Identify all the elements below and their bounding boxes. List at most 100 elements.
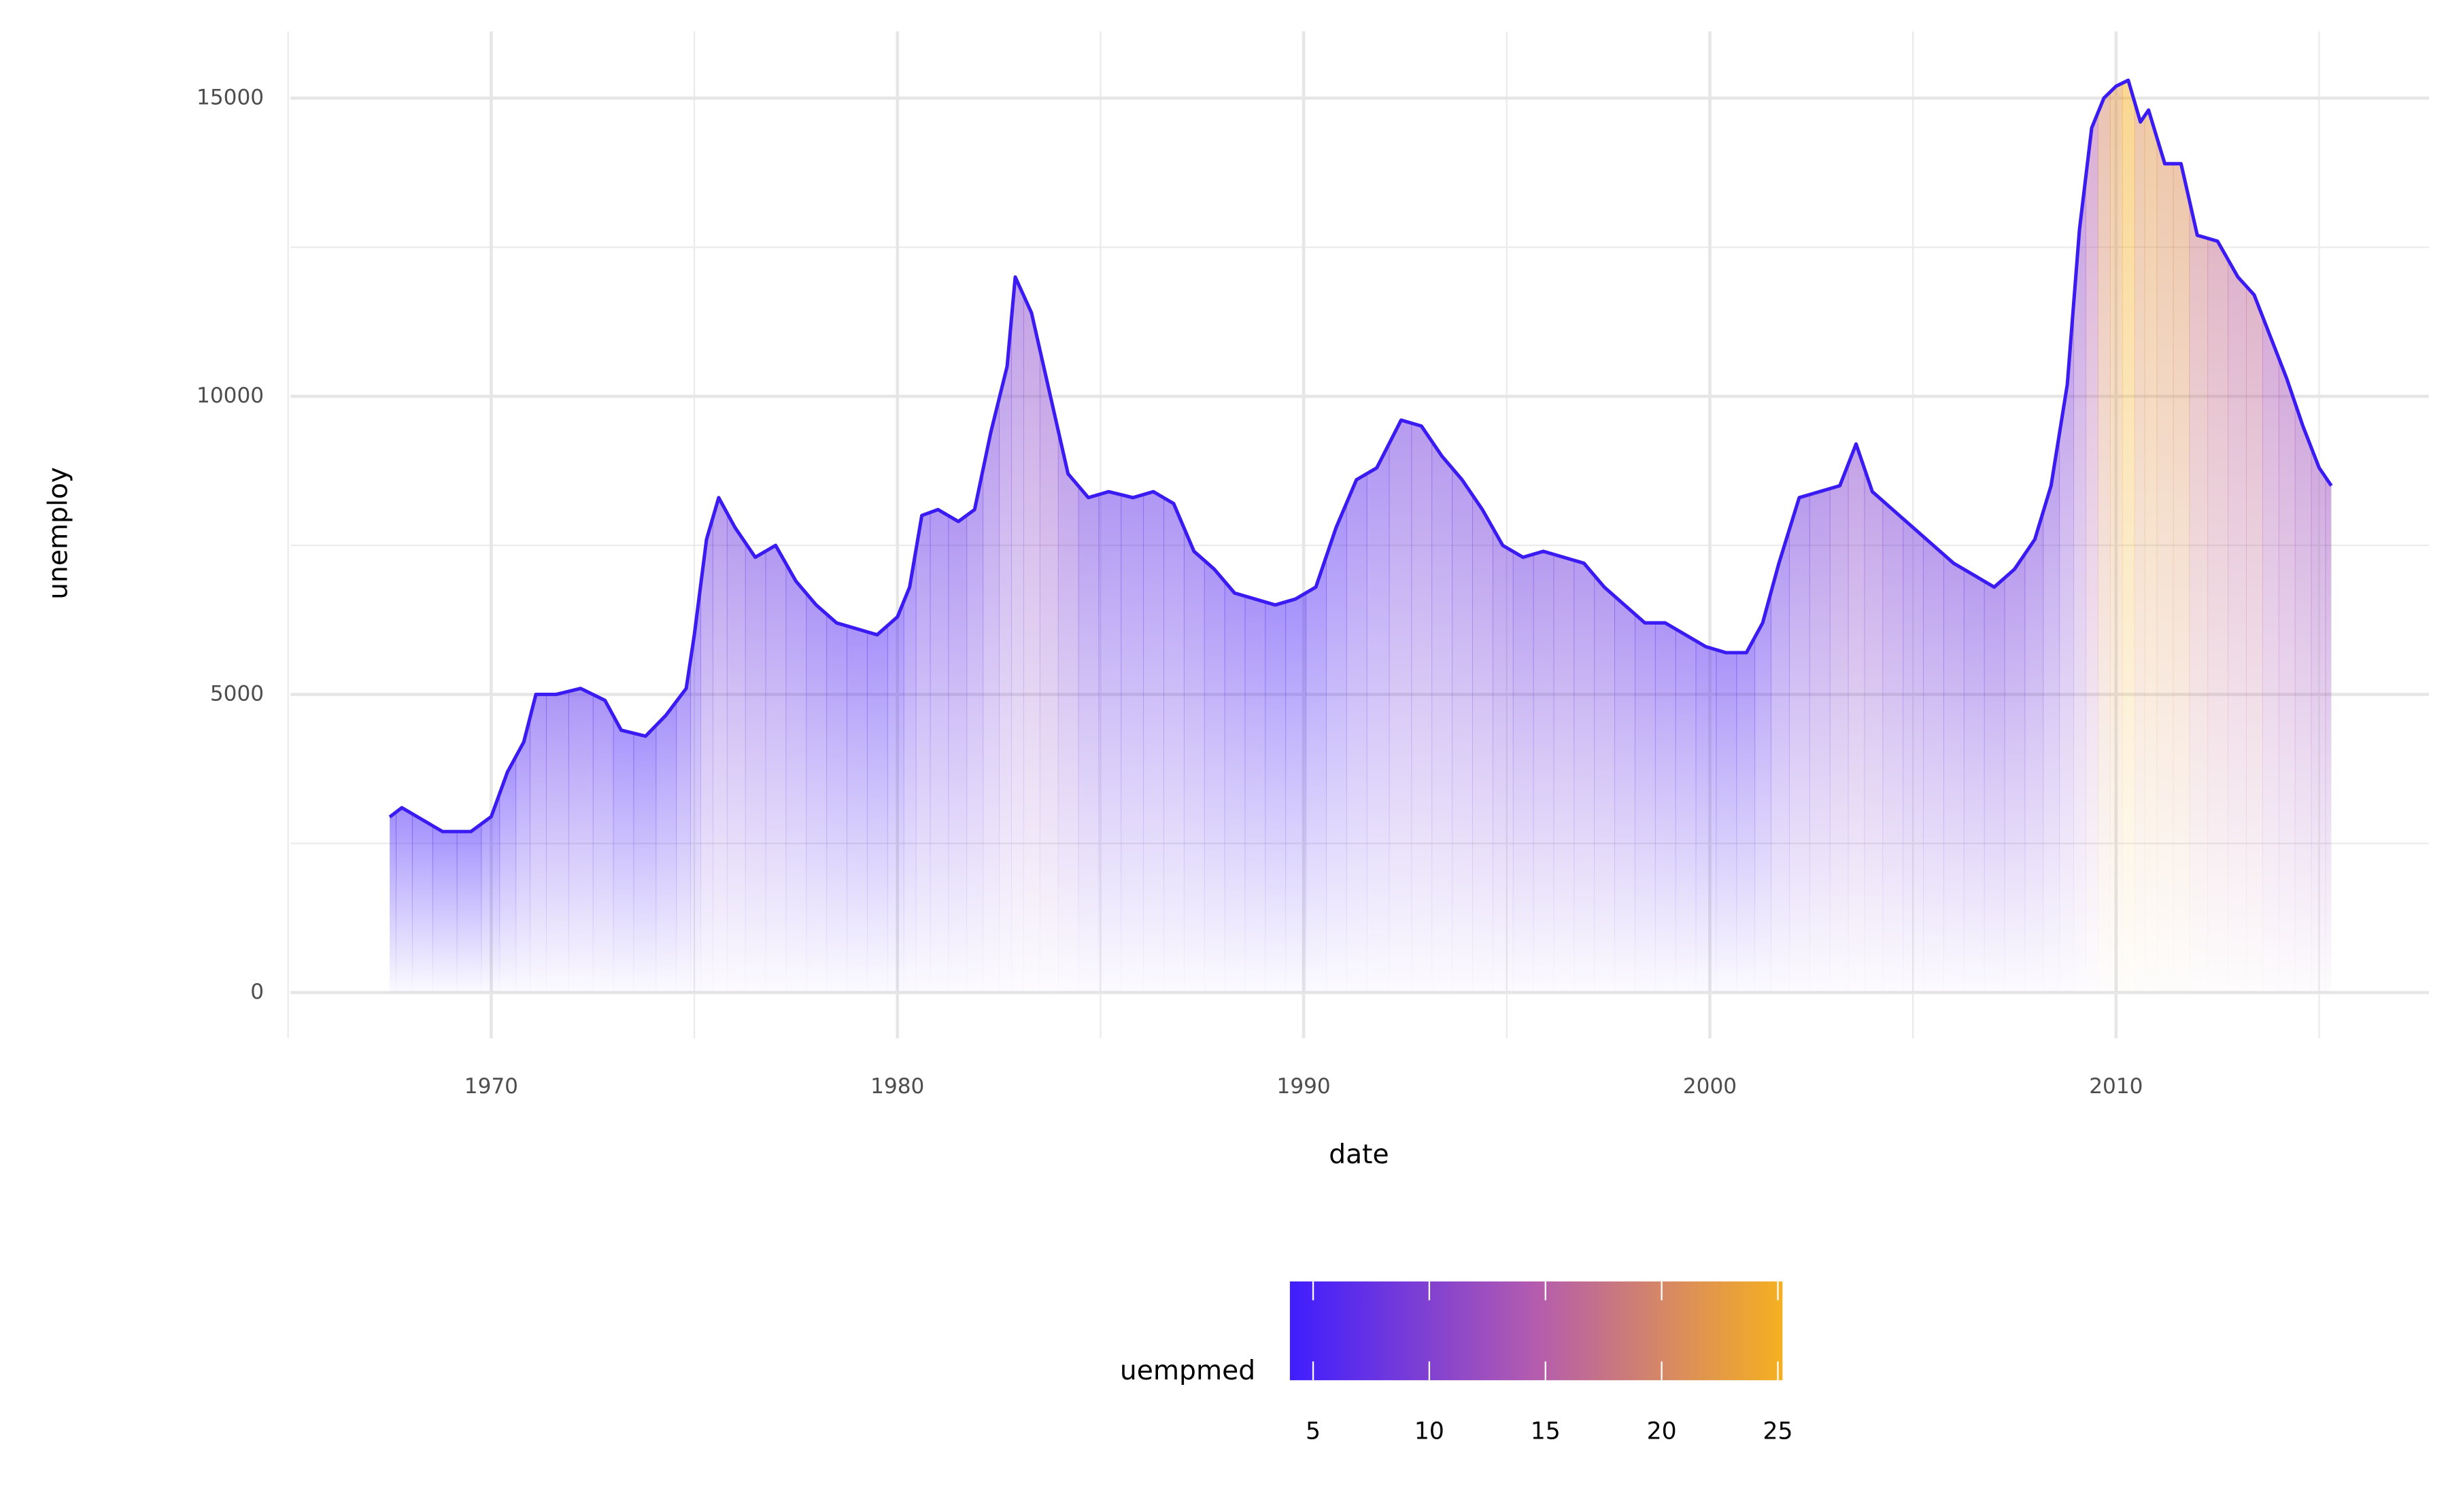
area-strip — [765, 545, 787, 993]
area-strip — [1553, 554, 1575, 993]
area-strip — [1346, 473, 1367, 993]
line — [388, 78, 2333, 834]
area-strip — [1098, 492, 1122, 993]
area-strip — [1244, 596, 1266, 993]
y-axis-title: unemploy — [44, 467, 74, 600]
area-strip — [481, 794, 500, 993]
area-strip — [1023, 294, 1040, 993]
area-strip — [726, 512, 746, 993]
area-strip — [613, 715, 634, 993]
x-tick-label: 1980 — [870, 1074, 924, 1099]
area-strip — [2156, 137, 2174, 993]
area-strip — [2122, 80, 2135, 993]
area-strip — [1325, 503, 1347, 993]
area-strip — [656, 702, 677, 993]
area-strip — [1716, 649, 1737, 993]
area-strip — [2144, 109, 2158, 993]
area-strip — [530, 694, 547, 993]
area-strip — [712, 497, 728, 993]
area-strip — [1963, 569, 1985, 993]
area-strip — [2073, 178, 2086, 993]
area-strip — [1654, 623, 1676, 993]
legend: 5 10 15 20 25 — [1289, 1281, 1792, 1445]
area-strip — [1533, 551, 1554, 993]
area-strip — [1224, 581, 1246, 993]
area-strip — [2325, 477, 2332, 993]
area-strip — [2097, 92, 2111, 993]
area-strip — [432, 825, 458, 993]
area-strip — [1265, 602, 1287, 993]
area-strip — [1695, 640, 1717, 993]
x-axis-title: date — [1329, 1139, 1389, 1170]
area-strip — [745, 542, 766, 993]
area-strip — [1736, 638, 1756, 993]
x-tick-label: 2010 — [2089, 1074, 2143, 1099]
area-strip — [1472, 494, 1493, 993]
area-strip — [866, 625, 888, 993]
area-strip — [2134, 101, 2145, 993]
area-strip — [700, 518, 713, 993]
area-strip — [1634, 613, 1656, 993]
area-strip — [1848, 444, 1865, 993]
area-strip — [1809, 488, 1831, 993]
area-strip — [1163, 497, 1185, 993]
x-tick-label: 2000 — [1683, 1074, 1737, 1099]
area-strip — [456, 824, 482, 993]
area-strip — [1675, 628, 1697, 993]
area-strip — [1039, 348, 1059, 993]
area-strip — [915, 512, 931, 993]
legend-title: uempmed — [1120, 1356, 1255, 1386]
area-strip — [930, 509, 949, 993]
area-strip — [999, 322, 1012, 993]
area-strip — [1183, 527, 1205, 993]
area-strip — [983, 399, 1000, 993]
area-strip — [1923, 536, 1944, 993]
area-strip — [785, 563, 807, 993]
area-strip — [2294, 402, 2312, 993]
y-tick-label: 5000 — [210, 681, 264, 706]
area-strip — [2059, 307, 2075, 993]
area-strip — [592, 694, 614, 993]
area-strip — [1882, 500, 1904, 993]
colorbar-tick-label: 25 — [1763, 1418, 1792, 1445]
area-strip — [411, 813, 433, 993]
area-strip — [2246, 286, 2263, 993]
area — [390, 80, 2332, 993]
colorbar-tick-label: 15 — [1531, 1418, 1561, 1445]
area-strip — [1285, 593, 1307, 993]
area-strip — [2262, 315, 2279, 993]
area-strip — [847, 625, 868, 993]
area-strip — [2173, 163, 2190, 993]
area-strip — [390, 812, 396, 993]
area-strip — [1754, 593, 1772, 993]
colorbar-tick-label: 5 — [1306, 1418, 1321, 1445]
area-strip — [499, 757, 517, 993]
area-strip — [1943, 554, 1965, 993]
area-strip — [546, 691, 569, 993]
area-strip — [903, 551, 917, 993]
area-strip — [2311, 447, 2326, 993]
area-strip — [1389, 419, 1412, 993]
area-strip — [515, 718, 531, 993]
area-strip — [1143, 492, 1164, 993]
area-strip — [1864, 468, 1884, 993]
area-strip — [2109, 83, 2123, 993]
axes: 1970 1980 1990 2000 2010 0 5000 10000 15000 — [197, 85, 2143, 1098]
area-strip — [1078, 485, 1100, 993]
area-strip — [676, 662, 692, 993]
area-strip — [2207, 238, 2229, 993]
area-strip — [1594, 574, 1616, 993]
y-tick-label: 15000 — [197, 85, 264, 109]
area-strip — [806, 593, 828, 993]
y-tick-label: 0 — [250, 980, 264, 1004]
area-strip — [1903, 518, 1924, 993]
area-strip — [1121, 494, 1144, 993]
area-strip — [1366, 444, 1390, 993]
area-strip — [2004, 554, 2026, 993]
area-strip — [2086, 113, 2098, 993]
area-strip — [887, 602, 904, 993]
area-strip — [1788, 494, 1810, 993]
area-strip — [1574, 560, 1595, 993]
